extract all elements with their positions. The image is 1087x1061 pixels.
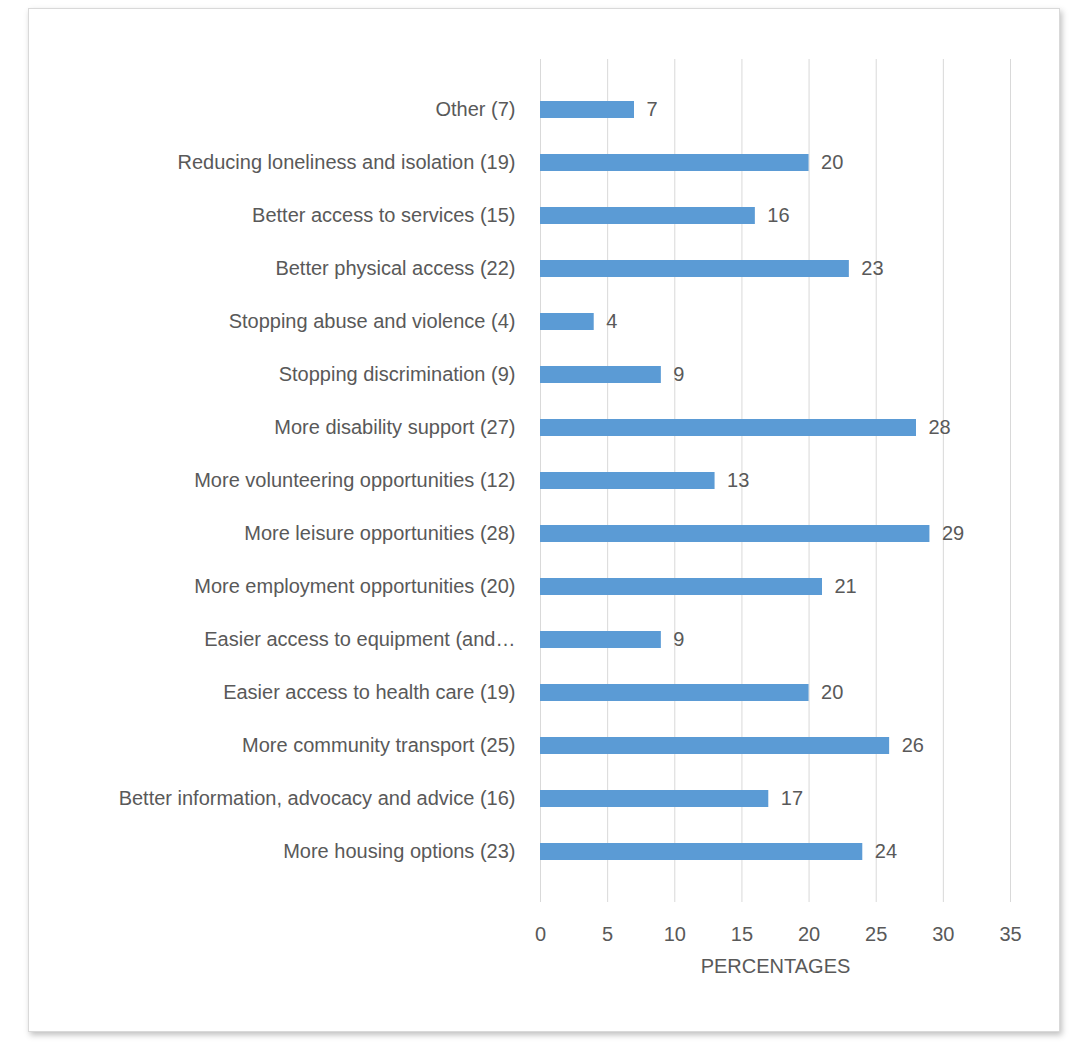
svg-text:29: 29	[942, 522, 964, 544]
svg-text:24: 24	[875, 840, 897, 862]
svg-text:More community transport (25): More community transport (25)	[242, 734, 515, 756]
svg-text:Easier access to health care (: Easier access to health care (19)	[223, 681, 515, 703]
svg-text:7: 7	[647, 98, 658, 120]
svg-text:Better information, advocacy a: Better information, advocacy and advice …	[119, 787, 516, 809]
svg-text:10: 10	[664, 923, 686, 945]
svg-text:28: 28	[929, 416, 951, 438]
svg-text:15: 15	[731, 923, 753, 945]
svg-text:PERCENTAGES: PERCENTAGES	[701, 955, 851, 977]
svg-text:Stopping discrimination (9): Stopping discrimination (9)	[279, 363, 516, 385]
svg-text:Reducing loneliness and isolat: Reducing loneliness and isolation (19)	[178, 151, 516, 173]
svg-text:More volunteering opportunitie: More volunteering opportunities (12)	[194, 469, 515, 491]
svg-text:More leisure opportunities (28: More leisure opportunities (28)	[244, 522, 515, 544]
svg-text:20: 20	[798, 923, 820, 945]
svg-text:0: 0	[535, 923, 546, 945]
svg-text:21: 21	[835, 575, 857, 597]
svg-text:30: 30	[932, 923, 954, 945]
svg-text:Other (7): Other (7)	[435, 98, 515, 120]
svg-text:20: 20	[821, 681, 843, 703]
svg-text:More disability support (27): More disability support (27)	[274, 416, 515, 438]
svg-text:5: 5	[602, 923, 613, 945]
svg-text:Better physical access (22): Better physical access (22)	[275, 257, 515, 279]
svg-text:17: 17	[781, 787, 803, 809]
svg-text:More employment opportunities: More employment opportunities (20)	[194, 575, 515, 597]
svg-text:Better access to services (15): Better access to services (15)	[252, 204, 515, 226]
svg-text:More housing options (23): More housing options (23)	[283, 840, 515, 862]
svg-text:13: 13	[727, 469, 749, 491]
svg-text:16: 16	[767, 204, 789, 226]
svg-text:35: 35	[999, 923, 1021, 945]
svg-text:25: 25	[865, 923, 887, 945]
svg-text:4: 4	[606, 310, 617, 332]
svg-text:9: 9	[673, 628, 684, 650]
svg-text:9: 9	[673, 363, 684, 385]
svg-text:26: 26	[902, 734, 924, 756]
svg-text:23: 23	[861, 257, 883, 279]
svg-text:Stopping abuse and violence (4: Stopping abuse and violence (4)	[229, 310, 516, 332]
svg-text:20: 20	[821, 151, 843, 173]
svg-text:Easier access to equipment (an: Easier access to equipment (and…	[204, 628, 515, 650]
